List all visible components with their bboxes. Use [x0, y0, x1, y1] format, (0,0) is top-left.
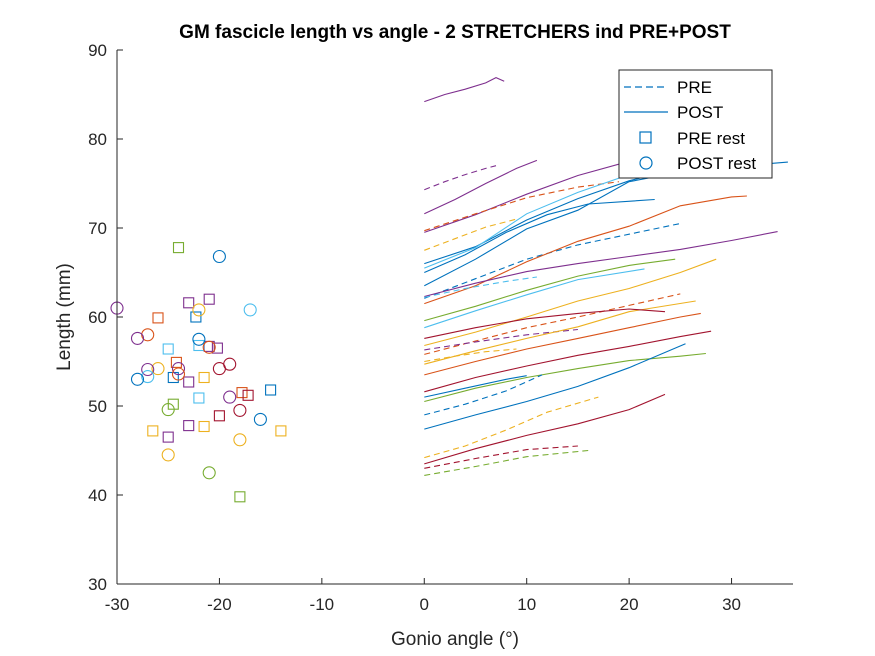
x-tick-label: 0: [420, 595, 429, 614]
post-rest-marker-3: [192, 303, 206, 317]
pre-rest-marker-19: [183, 420, 195, 432]
x-tick-label: -10: [310, 595, 335, 614]
pre-rest-marker-14: [242, 389, 254, 401]
post-rest-marker-18: [233, 403, 247, 417]
post-rest-marker-16: [223, 390, 237, 404]
pre-rest-marker-0: [172, 242, 185, 254]
legend-pre-rest-square: [639, 131, 652, 144]
post-rest-marker-15: [130, 372, 145, 386]
pre-curve-31: [424, 449, 589, 476]
x-tick-label: 20: [620, 595, 639, 614]
pre-curve-26: [424, 374, 543, 416]
y-tick-label: 30: [88, 575, 107, 594]
pre-rest-marker-23: [162, 431, 174, 443]
pre-rest-marker-9: [170, 356, 182, 368]
pre-curve-9: [424, 222, 681, 299]
legend-box: [618, 69, 773, 179]
y-axis-label: Length (mm): [54, 263, 75, 371]
legend-post-label: POST: [677, 103, 723, 122]
post-curve-0: [424, 76, 505, 103]
pre-rest-marker-20: [198, 420, 210, 433]
x-tick-label: -20: [207, 595, 232, 614]
legend-post-rest-label: POST rest: [677, 154, 756, 173]
post-curve-2: [424, 159, 538, 215]
post-curve-14: [424, 258, 676, 322]
pre-rest-marker-3: [190, 311, 202, 323]
rest-markers-layer: [110, 242, 287, 503]
pre-curve-18: [424, 328, 578, 351]
pre-rest-marker-4: [152, 312, 164, 324]
post-curve-20: [424, 308, 666, 339]
post-curve-21: [424, 312, 701, 376]
pre-rest-marker-13: [236, 387, 248, 399]
post-rest-marker-2: [243, 303, 257, 317]
x-axis-label: Gonio angle (°): [391, 629, 519, 650]
pre-rest-marker-1: [203, 293, 215, 305]
post-rest-marker-7: [202, 340, 216, 354]
post-rest-marker-11: [151, 362, 165, 376]
pre-rest-marker-21: [147, 425, 159, 437]
pre-rest-marker-18: [213, 410, 225, 422]
legend: PRE POST PRE rest POST rest: [618, 69, 773, 179]
post-rest-marker-19: [253, 412, 267, 426]
pre-curve-4: [424, 181, 619, 232]
post-rest-marker-14: [141, 370, 155, 384]
legend-pre-rest-label: PRE rest: [677, 129, 745, 148]
post-rest-marker-9: [212, 362, 226, 376]
y-tick-label: 80: [88, 130, 107, 149]
y-tick-label: 70: [88, 219, 107, 238]
pre-rest-marker-7: [162, 343, 174, 355]
post-curve-16: [424, 258, 717, 347]
post-curve-15: [424, 268, 645, 329]
pre-curve-22: [424, 348, 517, 363]
post-curve-12: [424, 231, 778, 298]
post-curve-27: [424, 343, 686, 430]
y-tick-label: 90: [88, 41, 107, 60]
post-curve-23: [424, 330, 712, 393]
x-tick-label: 10: [517, 595, 536, 614]
post-rest-marker-6: [192, 332, 206, 346]
post-rest-marker-20: [233, 433, 247, 447]
post-curve-25: [424, 375, 527, 398]
pre-rest-marker-24: [234, 491, 246, 503]
post-rest-marker-13: [171, 367, 186, 381]
post-rest-marker-21: [161, 448, 175, 462]
legend-pre-label: PRE: [677, 78, 712, 97]
post-rest-marker-17: [161, 403, 175, 417]
pre-rest-marker-6: [211, 342, 223, 354]
legend-post-rest-circle: [639, 156, 653, 170]
post-curve-7: [424, 174, 630, 269]
pre-rest-marker-12: [183, 376, 195, 388]
post-rest-marker-5: [130, 331, 145, 345]
x-ticks: -30 -20 -10 0 10 20 30: [105, 578, 741, 614]
pre-rest-marker-16: [193, 392, 205, 404]
x-tick-label: -30: [105, 595, 130, 614]
pre-rest-marker-22: [275, 425, 287, 437]
post-rest-marker-22: [202, 466, 216, 480]
y-tick-label: 60: [88, 308, 107, 327]
post-rest-marker-10: [171, 362, 186, 376]
pre-rest-marker-2: [183, 297, 195, 309]
post-rest-marker-12: [141, 362, 155, 377]
post-curve-29: [424, 393, 666, 465]
y-tick-label: 40: [88, 486, 107, 505]
pre-curve-5: [424, 218, 517, 251]
pre-curve-1: [424, 165, 497, 191]
axes: -30 -20 -10 0 10 20 30 30 40 50 60 70 80 90: [88, 41, 793, 614]
chart-title: GM fascicle length vs angle - 2 STRETCHE…: [179, 22, 731, 43]
post-rest-marker-0: [212, 249, 226, 264]
x-tick-label: 30: [722, 595, 741, 614]
y-ticks: 30 40 50 60 70 80 90: [88, 41, 123, 594]
pre-curve-13: [424, 276, 537, 298]
pre-rest-marker-11: [198, 371, 210, 384]
pre-rest-marker-17: [167, 398, 179, 410]
pre-rest-marker-15: [265, 384, 277, 396]
post-curve-11: [424, 198, 655, 274]
y-tick-label: 50: [88, 397, 107, 416]
post-curve-24: [424, 352, 706, 403]
